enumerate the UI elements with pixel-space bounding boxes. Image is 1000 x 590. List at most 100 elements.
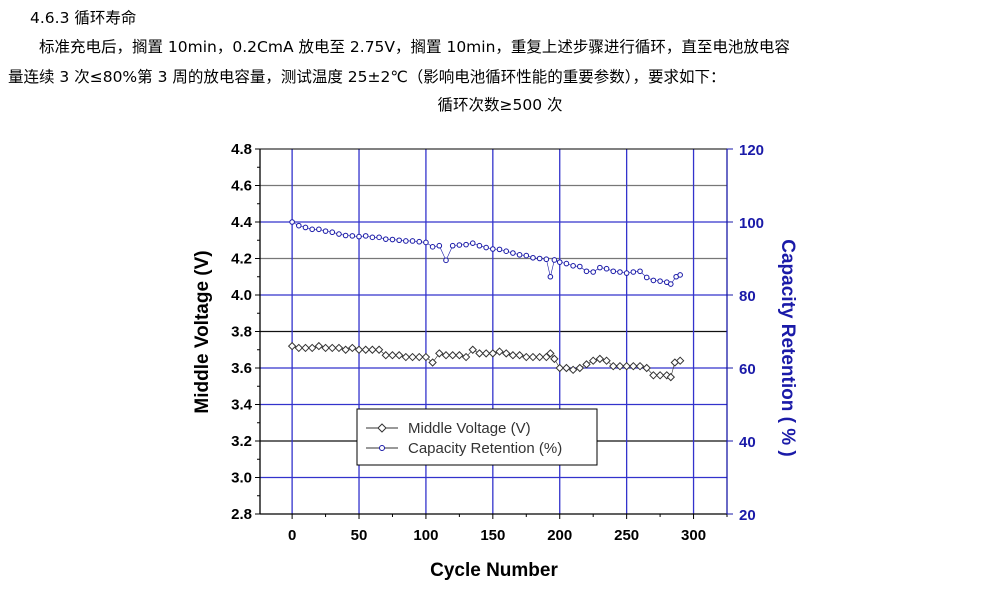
voltage-point — [401, 352, 411, 362]
section-heading: 4.6.3 循环寿命 — [30, 9, 137, 27]
y-tick-label: 4.8 — [231, 141, 252, 158]
legend: Middle Voltage (V) Capacity Retention (%… — [356, 408, 598, 466]
capacity-point — [516, 252, 523, 258]
voltage-point — [655, 371, 665, 380]
voltage-point — [374, 345, 384, 354]
capacity-point — [610, 268, 617, 275]
voltage-point — [488, 349, 498, 358]
voltage-point — [388, 351, 397, 360]
voltage-point — [321, 343, 330, 353]
capacity-point — [590, 269, 596, 275]
y-tick-label: 4.2 — [231, 251, 252, 268]
capacity-point — [597, 264, 603, 271]
capacity-point — [496, 246, 503, 253]
voltage-point — [394, 351, 404, 360]
capacity-point — [423, 239, 429, 246]
x-tick-label: 150 — [480, 527, 505, 544]
capacity-point — [382, 236, 389, 242]
voltage-point — [575, 363, 585, 373]
voltage-point — [508, 351, 518, 360]
voltage-point — [562, 363, 571, 373]
voltage-point — [675, 356, 685, 365]
voltage-point — [307, 343, 317, 353]
capacity-point — [309, 226, 315, 233]
voltage-point — [341, 345, 350, 354]
voltage-point — [287, 341, 297, 351]
series-line — [291, 221, 681, 285]
capacity-point — [389, 236, 396, 243]
capacity-point — [436, 242, 443, 249]
y2-axis-title: Capacity Retention ( % ) — [777, 239, 798, 456]
capacity-point — [429, 244, 436, 250]
voltage-point — [649, 371, 658, 380]
voltage-point — [348, 343, 357, 353]
voltage-point — [622, 361, 631, 371]
voltage-point — [515, 351, 524, 360]
y-axis-title: Middle Voltage (V) — [192, 250, 213, 413]
y2-tick-label: 100 — [739, 215, 764, 232]
voltage-point — [528, 352, 538, 362]
voltage-point — [435, 349, 444, 358]
voltage-point — [428, 358, 437, 367]
x-axis-title: Cycle Number — [430, 560, 558, 581]
capacity-point — [563, 260, 570, 267]
legend-diamond-icon — [377, 423, 387, 433]
voltage-point — [568, 365, 578, 375]
y-tick-label: 3.0 — [231, 470, 252, 487]
capacity-point — [469, 240, 476, 246]
capacity-point — [316, 226, 322, 233]
capacity-point — [449, 242, 456, 249]
voltage-point — [546, 349, 555, 358]
x-tick-label: 300 — [681, 527, 706, 544]
capacity-point — [289, 219, 295, 225]
voltage-point — [334, 343, 344, 353]
voltage-point — [475, 349, 484, 358]
legend-label-voltage: Middle Voltage (V) — [408, 420, 531, 437]
capacity-point — [536, 255, 543, 262]
capacity-point — [667, 281, 674, 287]
y-tick-label: 3.2 — [231, 433, 252, 450]
capacity-point — [630, 269, 637, 275]
capacity-point — [643, 274, 650, 281]
x-tick-label: 100 — [413, 527, 438, 544]
capacity-point — [556, 259, 563, 265]
y-tick-label: 3.8 — [231, 324, 252, 341]
y2-tick-label: 20 — [739, 507, 756, 524]
voltage-point — [368, 345, 377, 354]
capacity-point — [650, 277, 657, 284]
capacity-point — [551, 257, 558, 263]
capacity-point — [336, 231, 342, 237]
voltage-point — [294, 343, 304, 353]
voltage-point — [615, 361, 625, 371]
y-tick-label: 3.4 — [231, 397, 253, 414]
voltage-point — [666, 372, 676, 382]
capacity-point — [322, 228, 329, 234]
voltage-point — [381, 351, 390, 360]
paragraph-line-2: 量连续 3 次≤80%第 3 周的放电容量，测试温度 25±2℃（影响电池循环性… — [8, 68, 726, 86]
voltage-point — [421, 352, 431, 362]
x-tick-label: 0 — [288, 527, 296, 544]
voltage-point — [642, 363, 651, 373]
voltage-point — [328, 343, 337, 353]
capacity-point — [369, 234, 376, 241]
capacity-point — [570, 263, 576, 269]
y-tick-label: 4.0 — [231, 287, 252, 304]
capacity-point — [329, 229, 336, 236]
y-tick-label: 2.8 — [231, 506, 252, 523]
voltage-point — [495, 347, 504, 356]
x-tick-label: 50 — [351, 527, 368, 544]
y2-tick-label: 120 — [739, 142, 764, 159]
voltage-point — [354, 345, 364, 354]
capacity-point — [657, 278, 663, 284]
capacity-point — [623, 270, 630, 276]
voltage-point — [461, 352, 471, 362]
capacity-point — [547, 273, 554, 280]
y2-tick-label: 40 — [739, 434, 756, 451]
voltage-point — [588, 356, 598, 365]
voltage-point — [468, 345, 477, 354]
voltage-point — [502, 349, 511, 358]
cycle-requirement: 循环次数≥500 次 — [437, 96, 563, 114]
capacity-point — [302, 224, 309, 231]
voltage-point — [635, 361, 645, 371]
